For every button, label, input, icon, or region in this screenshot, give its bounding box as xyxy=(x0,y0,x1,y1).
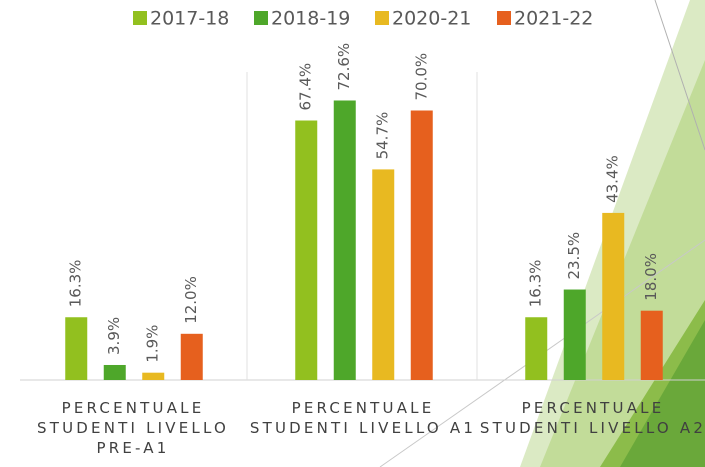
bar xyxy=(181,334,203,380)
bar xyxy=(411,111,433,381)
legend-swatch xyxy=(497,11,511,25)
bar xyxy=(602,213,624,380)
value-label: 16.3% xyxy=(67,260,85,308)
value-label: 23.5% xyxy=(565,232,583,280)
value-label: 70.0% xyxy=(412,53,430,101)
value-label: 16.3% xyxy=(527,260,545,308)
bar xyxy=(65,317,87,380)
legend-swatch xyxy=(375,11,389,25)
bar xyxy=(372,169,394,380)
value-label: 67.4% xyxy=(297,63,315,111)
legend-label: 2018-19 xyxy=(271,8,350,30)
page: {"chart_data": {"type": "bar", "categori… xyxy=(0,0,705,467)
bar xyxy=(525,317,547,380)
value-label: 3.9% xyxy=(105,317,123,355)
x-tick-label: PERCENTUALE STUDENTI LIVELLO A2 xyxy=(477,398,705,438)
legend-swatch xyxy=(133,11,147,25)
bar xyxy=(641,311,663,380)
legend-swatch xyxy=(254,11,268,25)
value-label: 1.9% xyxy=(144,325,162,363)
bar xyxy=(142,373,164,380)
value-label: 54.7% xyxy=(374,112,392,160)
chart: 2017-18 2018-19 2020-21 2021-22 16.3% 3.9% 1.9… xyxy=(0,0,705,467)
x-tick-label: PERCENTUALE STUDENTI LIVELLO PRE-A1 xyxy=(17,398,249,458)
value-label: 12.0% xyxy=(182,276,200,324)
value-label: 72.6% xyxy=(335,43,353,91)
value-label: 18.0% xyxy=(642,253,660,301)
legend-label: 2017-18 xyxy=(150,8,229,30)
x-tick-label: PERCENTUALE STUDENTI LIVELLO A1 xyxy=(247,398,479,438)
bar xyxy=(564,290,586,380)
bar xyxy=(104,365,126,380)
legend-label: 2021-22 xyxy=(514,8,593,30)
value-label: 43.4% xyxy=(604,155,622,203)
bar xyxy=(334,100,356,380)
bar xyxy=(295,121,317,380)
legend-label: 2020-21 xyxy=(392,8,471,30)
